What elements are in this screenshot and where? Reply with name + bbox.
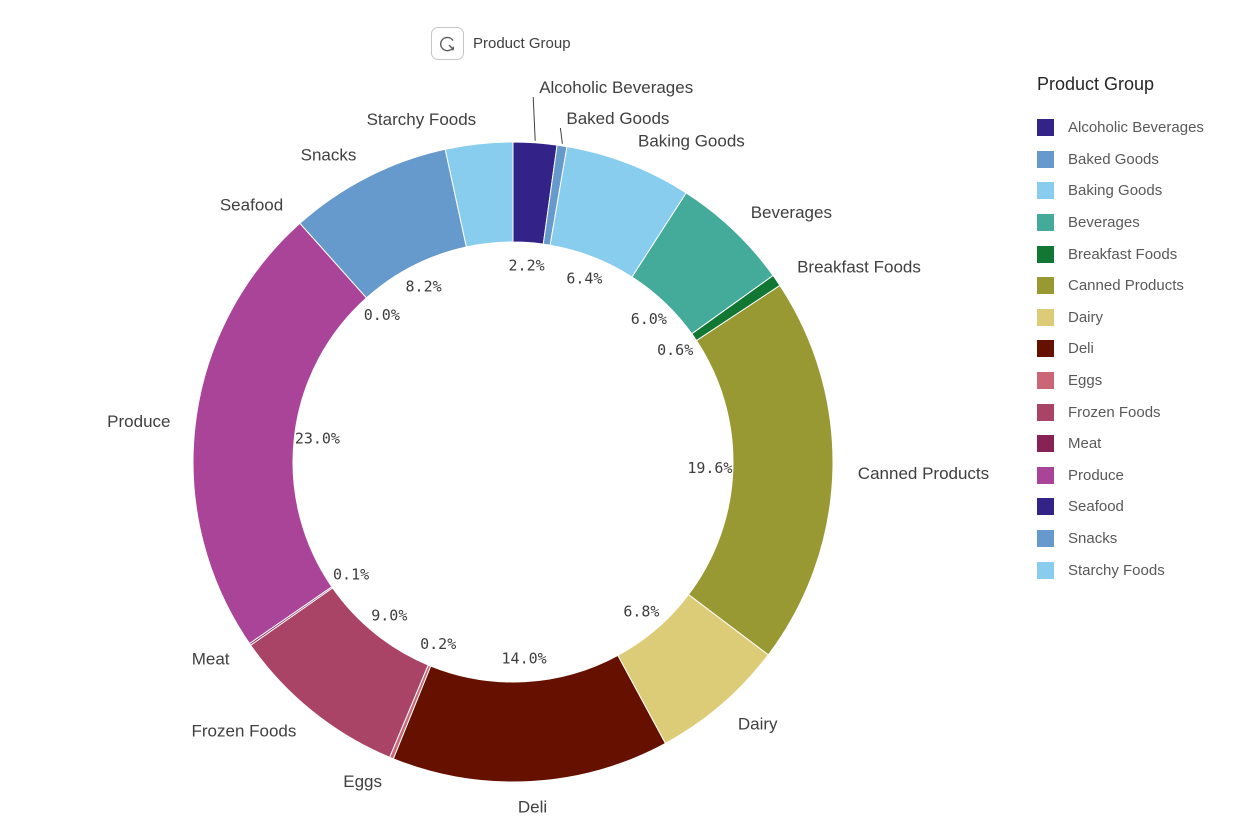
slice-percent-baking-goods: 6.4%: [566, 269, 602, 287]
legend-item-deli[interactable]: Deli: [1037, 333, 1204, 365]
slice-percent-snacks: 8.2%: [406, 278, 442, 296]
legend-swatch: [1037, 403, 1054, 421]
legend-swatch: [1037, 561, 1054, 579]
legend-title: Product Group: [1037, 74, 1155, 94]
legend-swatch: [1037, 340, 1054, 358]
legend: Product Group Alcoholic Beverages Baked G…: [1037, 74, 1204, 586]
slice-label-deli: Deli: [518, 797, 547, 816]
chart-dimension-title: Product Group: [473, 35, 571, 52]
slice-label-baking-goods: Baking Goods: [638, 131, 745, 150]
legend-item-label: Frozen Foods: [1068, 403, 1161, 421]
slice-percent-frozen-foods: 9.0%: [371, 606, 407, 624]
slice-percent-alcoholic-beverages: 2.2%: [509, 257, 545, 275]
legend-item-label: Eggs: [1068, 372, 1103, 390]
legend-item-meat[interactable]: Meat: [1037, 428, 1204, 460]
legend-item-canned-products[interactable]: Canned Products: [1037, 270, 1204, 302]
donut-slice-deli[interactable]: [392, 654, 667, 783]
slice-label-beverages: Beverages: [751, 203, 832, 222]
slice-label-starchy-foods: Starchy Foods: [367, 110, 477, 129]
slice-label-canned-products: Canned Products: [858, 464, 989, 483]
slice-label-snacks: Snacks: [301, 146, 357, 165]
legend-swatch: [1037, 435, 1054, 453]
legend-item-label: Breakfast Foods: [1068, 245, 1178, 263]
leader-line-alcoholic-beverages: [532, 96, 536, 141]
legend-swatch: [1037, 150, 1054, 168]
slice-percent-seafood: 0.0%: [364, 306, 400, 324]
slice-percent-deli: 14.0%: [502, 650, 547, 668]
legend-item-label: Produce: [1068, 466, 1124, 484]
slice-percent-dairy: 6.8%: [623, 602, 659, 620]
legend-swatch: [1037, 214, 1054, 232]
donut-slice-produce[interactable]: [192, 222, 368, 645]
legend-item-label: Baking Goods: [1068, 182, 1163, 200]
slice-label-produce: Produce: [107, 412, 170, 431]
legend-item-breakfast-foods[interactable]: Breakfast Foods: [1037, 238, 1204, 270]
legend-item-produce[interactable]: Produce: [1037, 460, 1204, 492]
slice-percent-canned-products: 19.6%: [687, 459, 732, 477]
legend-item-label: Canned Products: [1068, 277, 1184, 295]
legend-item-label: Seafood: [1068, 498, 1124, 516]
legend-item-label: Alcoholic Beverages: [1068, 119, 1204, 137]
slice-label-frozen-foods: Frozen Foods: [192, 722, 297, 741]
legend-swatch: [1037, 277, 1054, 295]
slice-label-alcoholic-beverages: Alcoholic Beverages: [539, 78, 693, 97]
slice-label-eggs: Eggs: [343, 772, 382, 791]
donut-chart: 2.2% Alcoholic Beverages Baked Goods 6.4% Ba…: [107, 78, 989, 816]
slice-percent-eggs: 0.2%: [420, 635, 456, 653]
legend-item-eggs[interactable]: Eggs: [1037, 365, 1204, 397]
circular-arrow-glyph: [439, 36, 454, 51]
slice-label-meat: Meat: [192, 650, 230, 669]
slice-label-dairy: Dairy: [738, 715, 778, 734]
slice-percent-breakfast-foods: 0.6%: [657, 341, 693, 359]
slice-label-breakfast-foods: Breakfast Foods: [797, 257, 921, 276]
slice-percent-produce: 23.0%: [295, 430, 340, 448]
slice-percent-beverages: 6.0%: [631, 310, 667, 328]
cyclic-dimension-icon[interactable]: [431, 27, 464, 60]
slice-percent-meat: 0.1%: [333, 565, 369, 583]
slice-label-seafood: Seafood: [220, 196, 283, 215]
legend-swatch: [1037, 498, 1054, 516]
legend-item-label: Deli: [1068, 340, 1094, 358]
leader-line-baked-goods: [559, 127, 563, 144]
legend-item-label: Beverages: [1068, 214, 1140, 232]
legend-swatch: [1037, 119, 1054, 137]
legend-item-label: Starchy Foods: [1068, 561, 1165, 579]
donut-slice-canned-products[interactable]: [687, 284, 834, 656]
legend-item-frozen-foods[interactable]: Frozen Foods: [1037, 396, 1204, 428]
donut-slice-starchy-foods[interactable]: [444, 141, 514, 248]
legend-item-seafood[interactable]: Seafood: [1037, 491, 1204, 523]
legend-item-dairy[interactable]: Dairy: [1037, 302, 1204, 334]
legend-swatch: [1037, 182, 1054, 200]
legend-swatch: [1037, 530, 1054, 548]
legend-item-baked-goods[interactable]: Baked Goods: [1037, 144, 1204, 176]
legend-item-alcoholic-beverages[interactable]: Alcoholic Beverages: [1037, 112, 1204, 144]
legend-items: Alcoholic Beverages Baked Goods Baking Goo…: [1037, 112, 1204, 586]
legend-swatch: [1037, 466, 1054, 484]
legend-swatch: [1037, 308, 1054, 326]
legend-item-starchy-foods[interactable]: Starchy Foods: [1037, 554, 1204, 586]
legend-item-label: Snacks: [1068, 530, 1118, 548]
legend-item-label: Dairy: [1068, 308, 1104, 326]
legend-item-beverages[interactable]: Beverages: [1037, 207, 1204, 239]
legend-swatch: [1037, 372, 1054, 390]
legend-item-label: Baked Goods: [1068, 150, 1159, 168]
legend-swatch: [1037, 245, 1054, 263]
legend-item-snacks[interactable]: Snacks: [1037, 523, 1204, 555]
legend-item-baking-goods[interactable]: Baking Goods: [1037, 175, 1204, 207]
legend-item-label: Meat: [1068, 435, 1102, 453]
slice-label-baked-goods: Baked Goods: [566, 109, 669, 128]
